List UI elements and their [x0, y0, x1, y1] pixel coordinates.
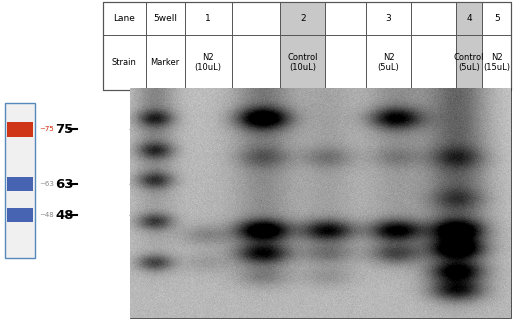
- Text: Control
(10uL): Control (10uL): [288, 53, 318, 73]
- Text: 63: 63: [55, 178, 73, 191]
- Text: N2
(15uL): N2 (15uL): [483, 53, 510, 73]
- Text: ~63: ~63: [39, 181, 54, 187]
- Bar: [281, 2, 325, 90]
- Text: 1: 1: [205, 14, 211, 23]
- Text: N2
(10uL): N2 (10uL): [194, 53, 222, 73]
- Bar: [103, 2, 511, 90]
- Bar: [7, 122, 33, 137]
- Bar: [5, 103, 35, 258]
- Text: 75: 75: [55, 123, 73, 136]
- Text: 5well: 5well: [153, 14, 177, 23]
- Bar: [7, 178, 33, 191]
- Text: 5: 5: [494, 14, 500, 23]
- Text: N2
(5uL): N2 (5uL): [378, 53, 400, 73]
- Text: 3: 3: [386, 14, 391, 23]
- Text: 4: 4: [466, 14, 472, 23]
- Bar: [456, 2, 482, 90]
- Bar: [103, 2, 511, 90]
- Text: 48: 48: [55, 209, 73, 222]
- Text: Strain: Strain: [112, 58, 137, 67]
- Text: 2: 2: [300, 14, 306, 23]
- Text: Lane: Lane: [113, 14, 135, 23]
- Text: Control
(5uL): Control (5uL): [454, 53, 484, 73]
- Text: Marker: Marker: [151, 58, 180, 67]
- Bar: [7, 208, 33, 222]
- Text: ~48: ~48: [39, 213, 54, 218]
- Bar: [130, 88, 511, 318]
- Text: ~75: ~75: [39, 126, 54, 132]
